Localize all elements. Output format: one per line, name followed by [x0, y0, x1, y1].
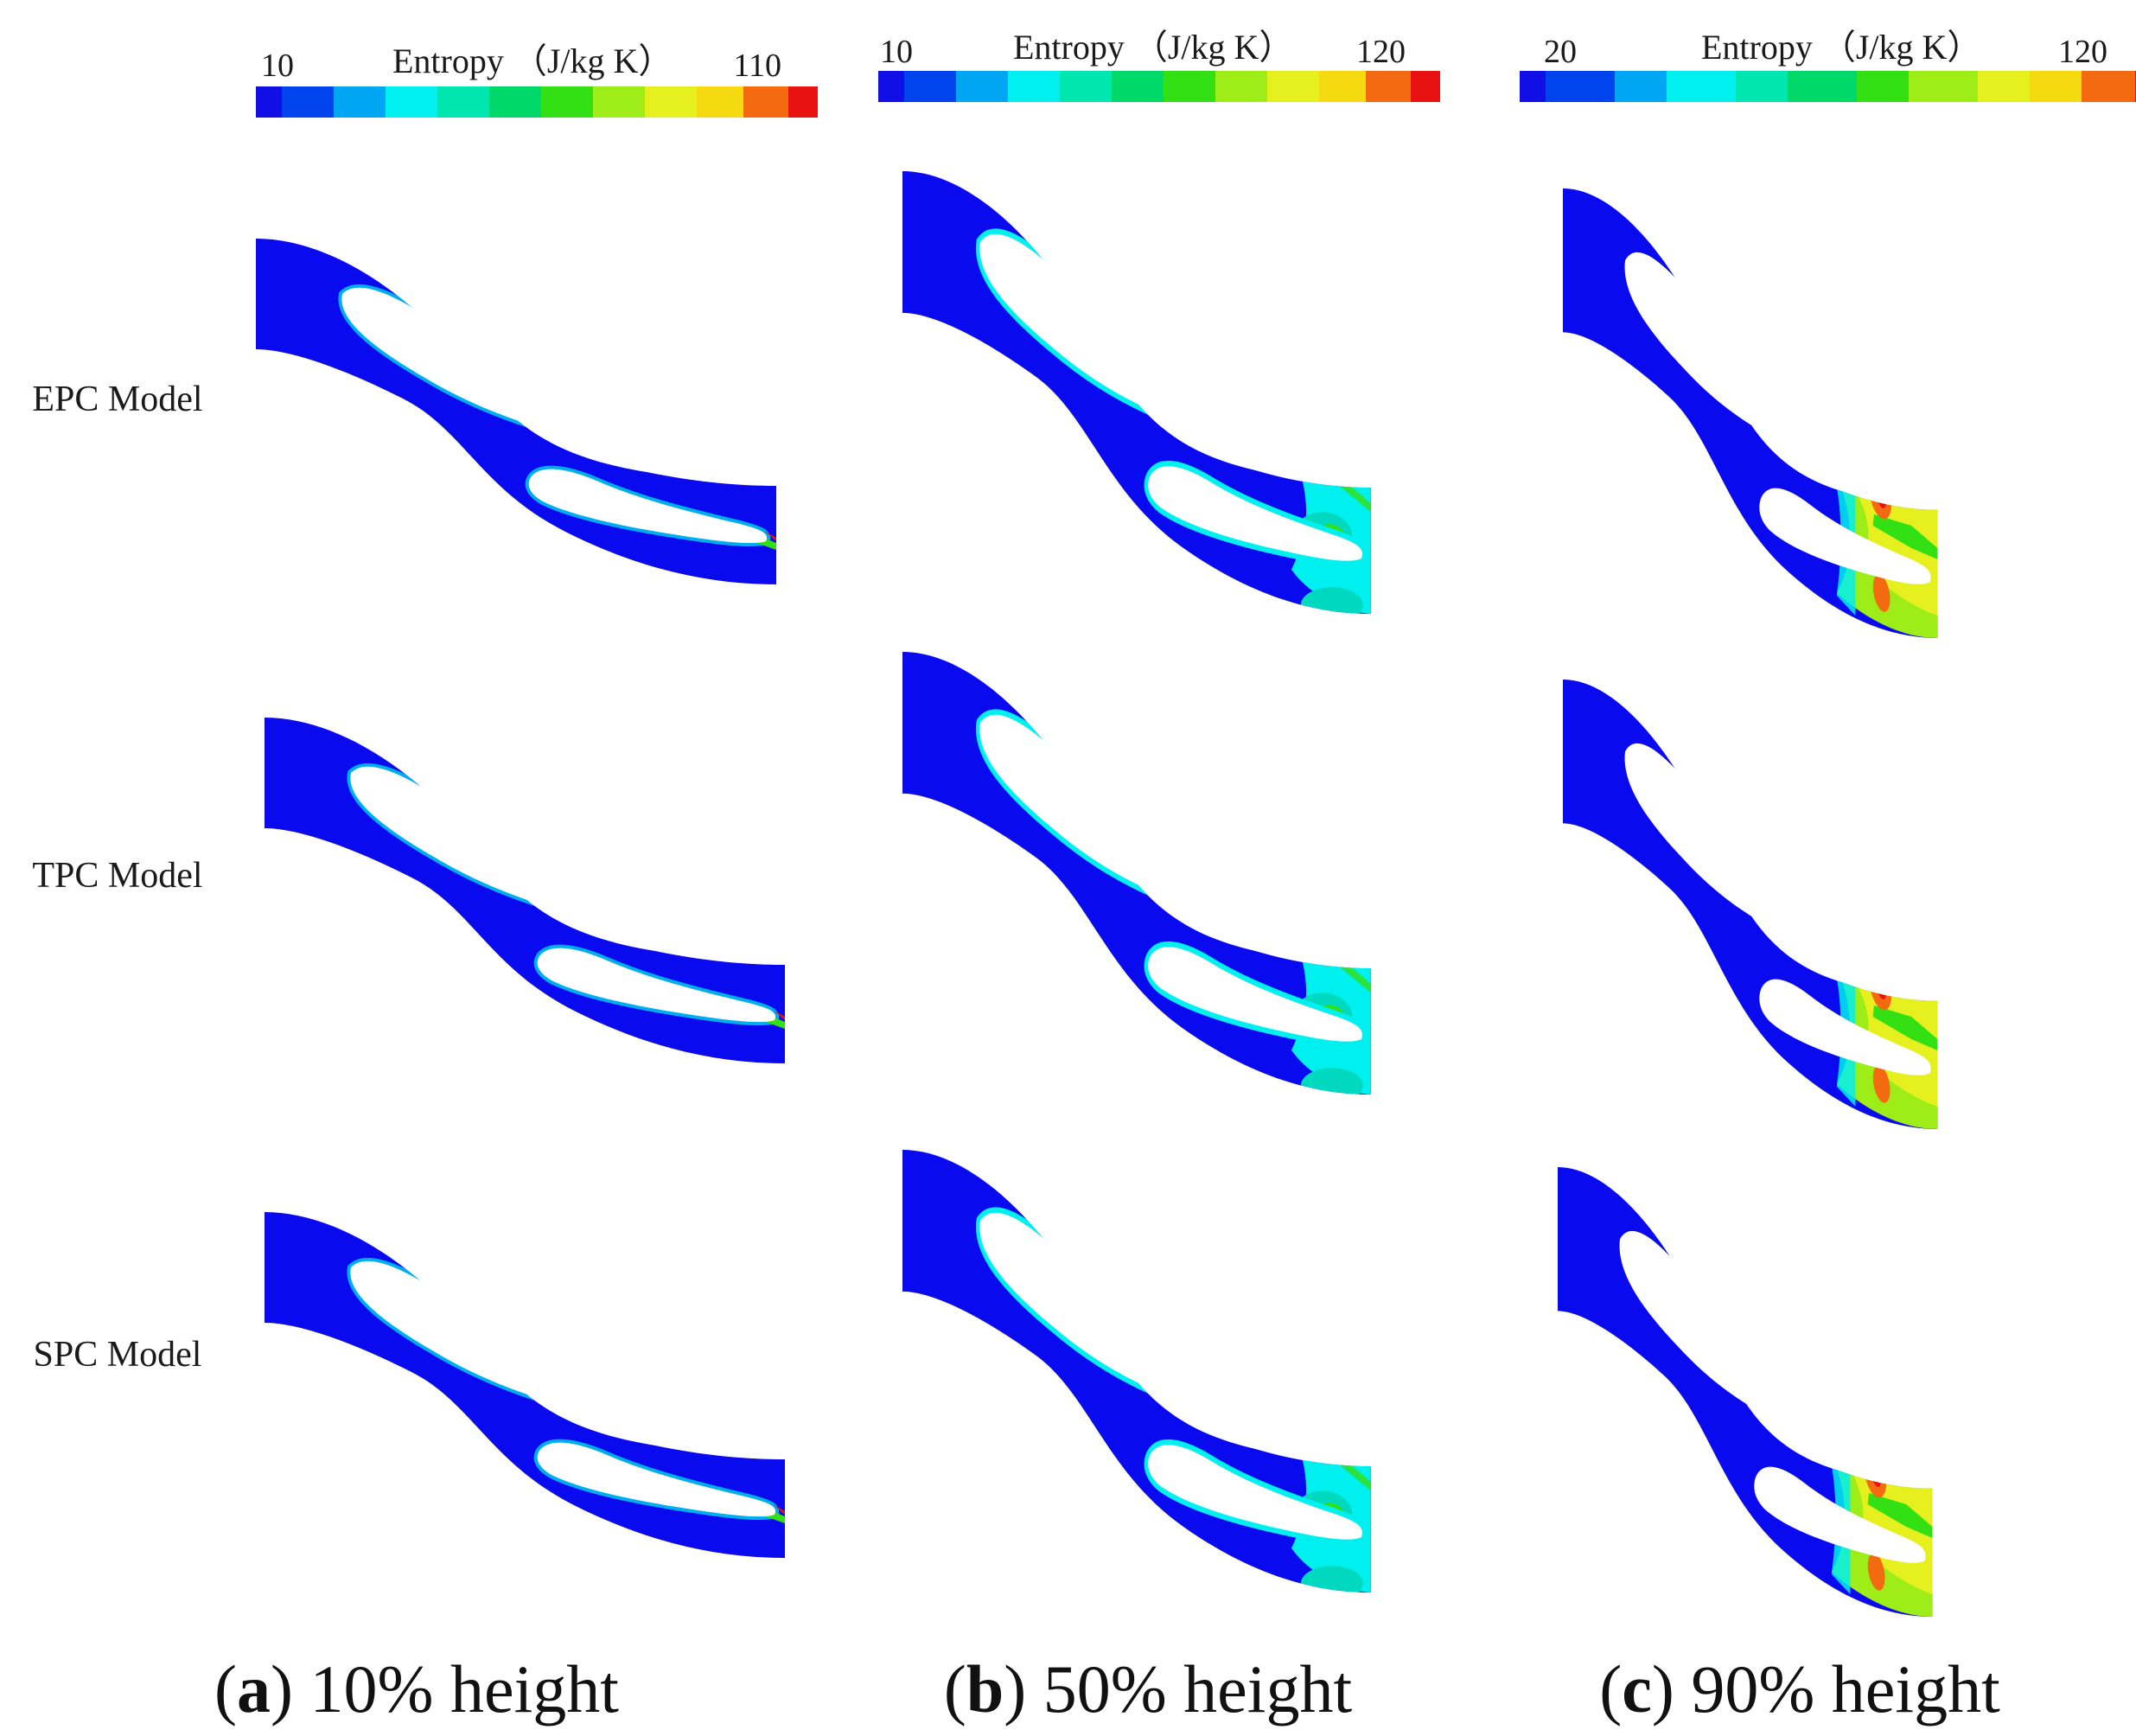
contour-spc-50pct [902, 1150, 1371, 1601]
caption-c-letter: c [1622, 1651, 1652, 1726]
colorbar-c-title: Entropy （J/kg K） [1701, 28, 1981, 67]
caption-a-open: ( [214, 1651, 237, 1726]
row-label-epc: EPC Model [32, 380, 202, 419]
caption-b: (b) 50% height [944, 1651, 1353, 1726]
contour-spc-10pct [265, 1212, 785, 1558]
caption-a-letter: a [237, 1651, 271, 1726]
contour-epc-90pct [1563, 188, 1937, 638]
colorbar-b-title: Entropy （J/kg K） [1013, 28, 1293, 67]
colorbar-a-max-label: 110 [733, 48, 781, 84]
contour-spc-90pct [1558, 1167, 1932, 1617]
colorbar-a-title: Entropy （J/kg K） [392, 41, 673, 80]
colorbar-b-max-label: 120 [1356, 34, 1406, 70]
contour-epc-50pct [902, 171, 1371, 622]
colorbar-b-min-label: 10 [880, 34, 913, 70]
caption-b-text: ) 50% height [1004, 1651, 1352, 1726]
colorbar-c-min-label: 20 [1544, 34, 1577, 70]
contour-tpc-50pct [902, 652, 1371, 1103]
caption-b-letter: b [966, 1651, 1004, 1726]
colorbar-b-bar [878, 71, 1440, 102]
row-label-spc: SPC Model [34, 1335, 202, 1375]
caption-c-text: ) 90% height [1652, 1651, 2000, 1726]
colorbar-b: 10 Entropy （J/kg K） 120 [878, 28, 1440, 102]
contour-tpc-90pct [1563, 680, 1937, 1129]
caption-c-open: ( [1599, 1651, 1622, 1726]
contour-tpc-10pct [265, 718, 785, 1063]
caption-b-open: ( [944, 1651, 966, 1726]
row-label-tpc: TPC Model [32, 856, 202, 896]
caption-a: (a) 10% height [214, 1651, 619, 1726]
colorbar-c: 20 Entropy （J/kg K） 120 [1520, 28, 2136, 102]
colorbar-c-bar [1520, 71, 2136, 102]
caption-c: (c) 90% height [1599, 1651, 2000, 1726]
contour-epc-10pct [256, 239, 776, 584]
colorbar-a: 10 Entropy （J/kg K） 110 [256, 41, 818, 118]
colorbar-a-min-label: 10 [261, 48, 294, 84]
caption-a-text: ) 10% height [271, 1651, 619, 1726]
colorbar-a-bar [256, 86, 818, 118]
colorbar-c-max-label: 120 [2058, 34, 2107, 70]
